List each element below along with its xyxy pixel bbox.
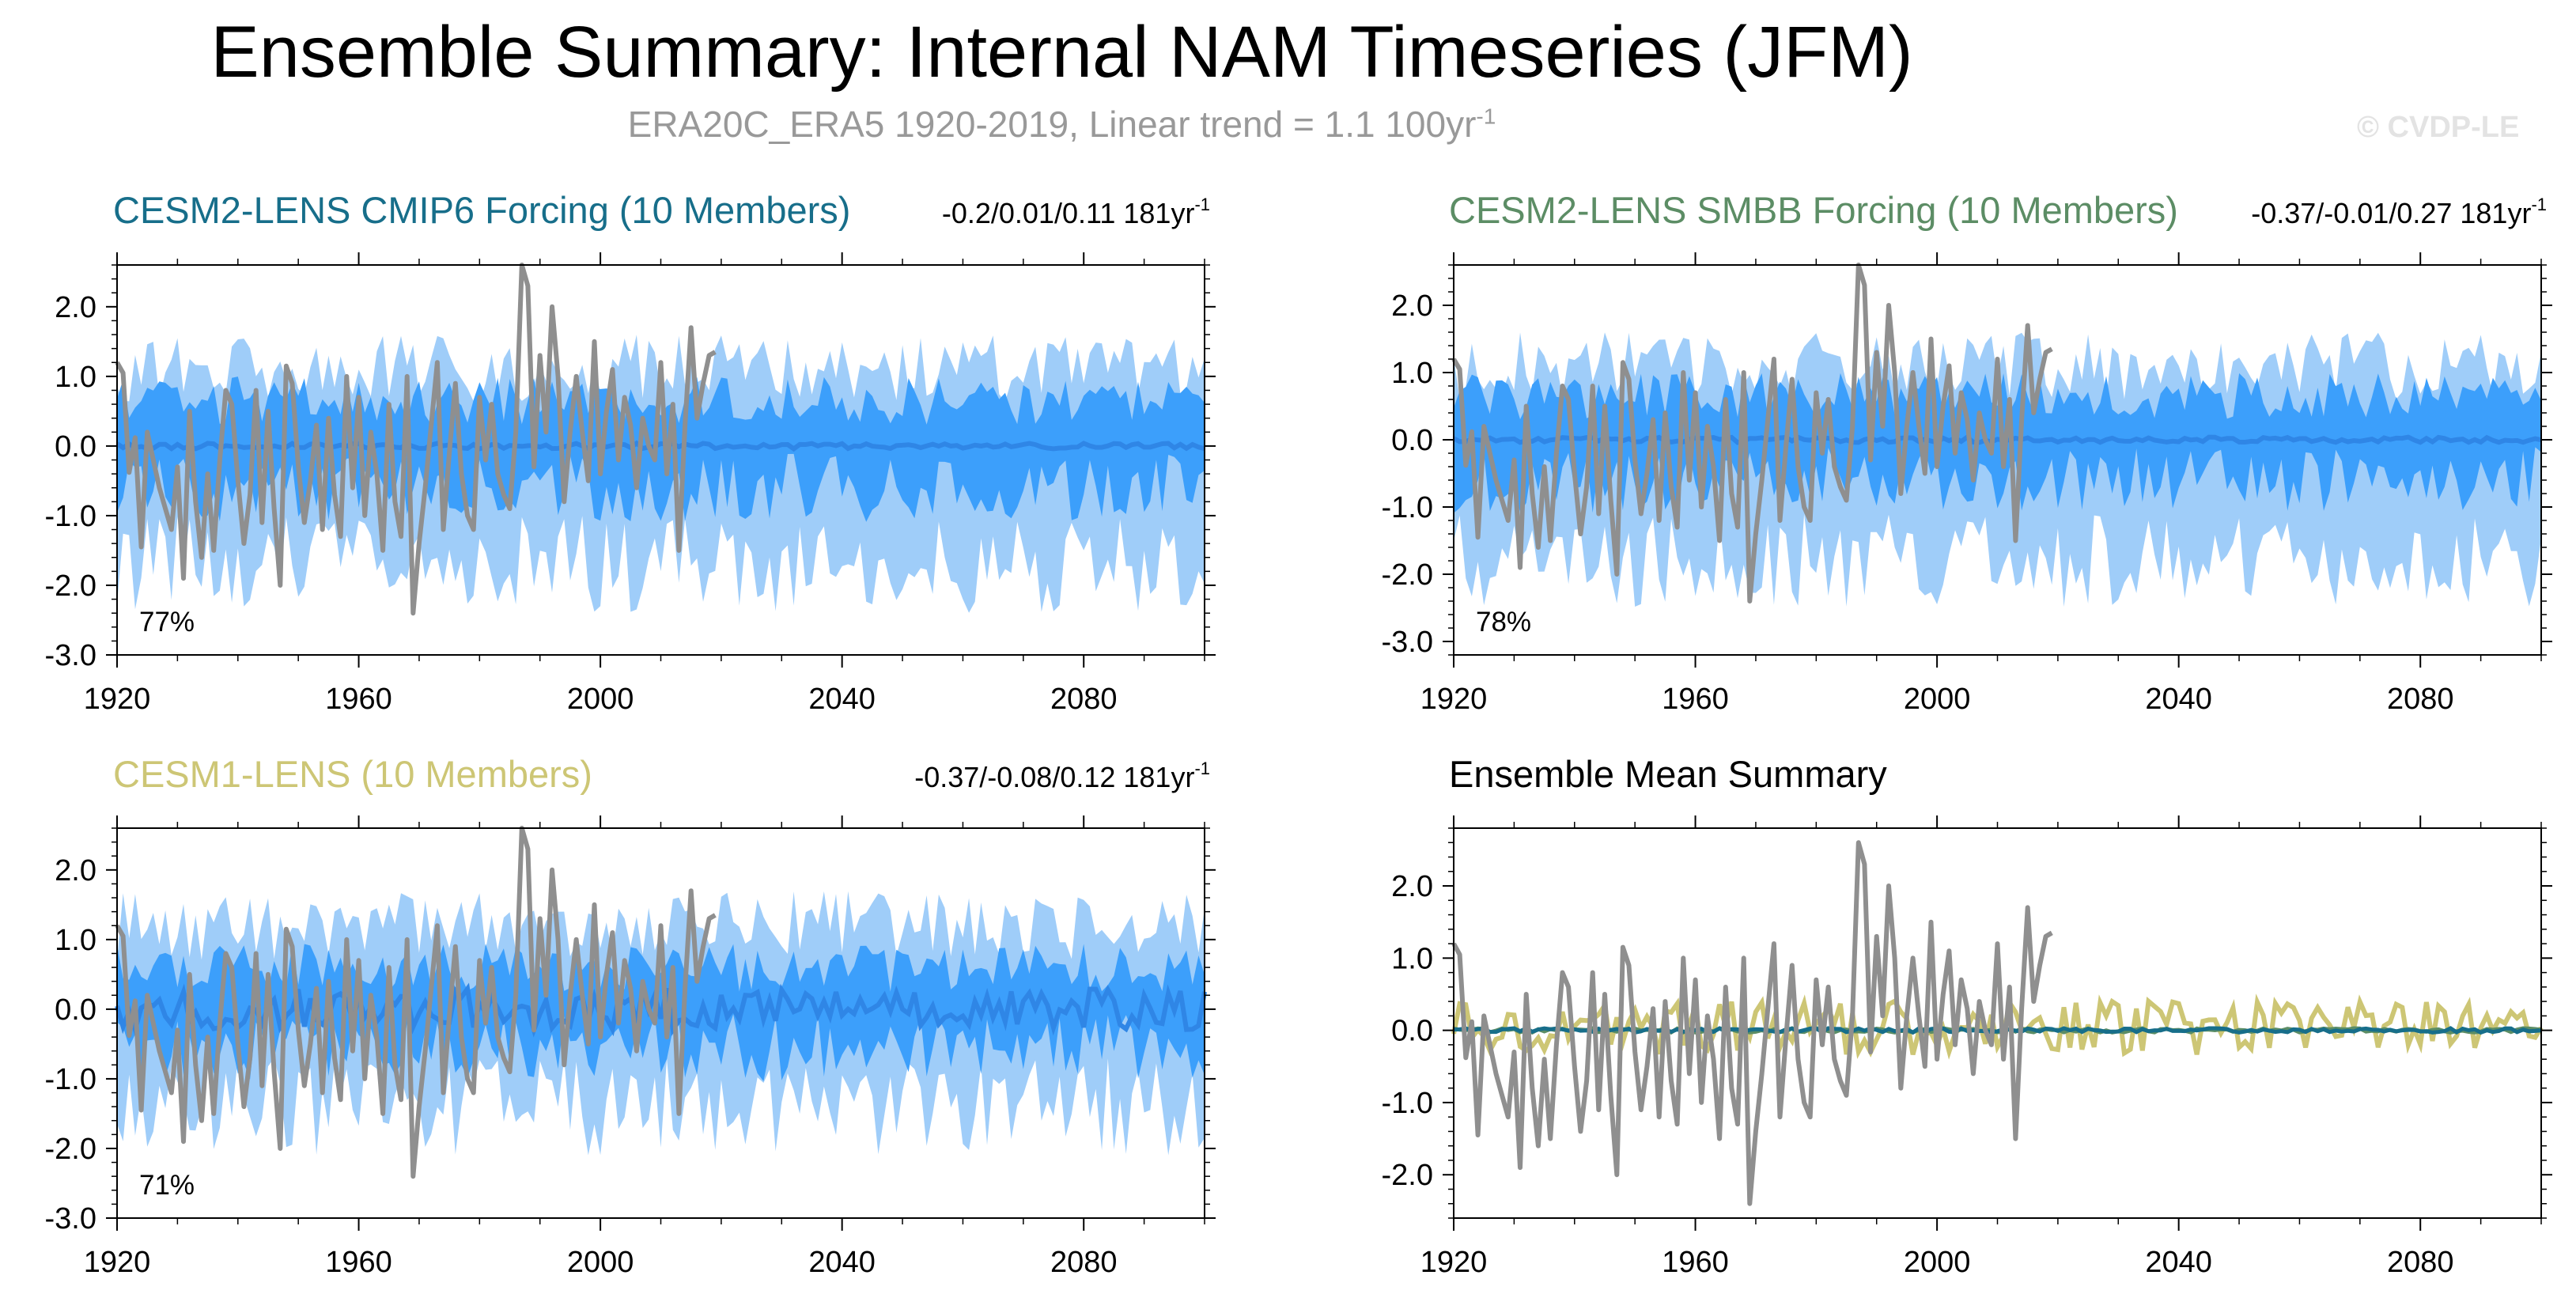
panel-stats-exponent: -1 <box>1194 759 1210 778</box>
y-tick-label: -1.0 <box>45 1063 96 1096</box>
observed-nam-line <box>1451 840 2053 1206</box>
x-tick-label: 2040 <box>2145 1246 2212 1279</box>
y-tick-label: 0.0 <box>1391 1015 1433 1048</box>
ensemble-mean-line <box>115 982 1207 1038</box>
panel-ensemble-mean-summary: Ensemble Mean Summary -2.0 -1.0 0.0 1.0 2.0 19… <box>1382 753 2552 1279</box>
x-tick-label: 2000 <box>1904 683 1971 716</box>
panel-percent-label: 77% <box>139 607 195 638</box>
figure-title: Ensemble Summary: Internal NAM Timeserie… <box>210 12 1913 93</box>
y-tick-label: 0.0 <box>1391 424 1433 457</box>
cvdp-watermark: © CVDP-LE <box>2357 111 2520 144</box>
observed-nam-line <box>1451 263 2053 604</box>
y-tick-label: -2.0 <box>1382 1159 1433 1192</box>
x-tick-label: 1960 <box>325 1246 392 1279</box>
y-tick-label: -1.0 <box>1382 1087 1433 1120</box>
x-tick-label: 1920 <box>84 1246 151 1279</box>
plot-area <box>115 826 1207 1179</box>
x-tick-label: 2080 <box>1050 1246 1118 1279</box>
y-tick-label: -3.0 <box>45 639 96 672</box>
x-tick-label: 2080 <box>1050 683 1118 716</box>
panel-title: CESM2-LENS CMIP6 Forcing (10 Members) <box>113 189 850 231</box>
panel-percent-label: 71% <box>139 1170 195 1201</box>
x-tick-label: 1920 <box>84 683 151 716</box>
subtitle-text: ERA20C_ERA5 1920-2019, Linear trend = 1.… <box>627 104 1477 145</box>
x-tick-label: 1960 <box>1662 683 1729 716</box>
x-tick-label: 2040 <box>808 683 876 716</box>
y-tick-label: 2.0 <box>55 291 96 324</box>
panel-percent-label: 78% <box>1476 607 1531 638</box>
panel-stats-exponent: -1 <box>1194 195 1210 214</box>
y-tick-label: -1.0 <box>45 500 96 533</box>
panel-stats: -0.37/-0.08/0.12 181yr-1 <box>914 759 1210 793</box>
y-tick-label: 0.0 <box>55 993 96 1027</box>
y-tick-label: 1.0 <box>55 924 96 957</box>
panel-stats: -0.2/0.01/0.11 181yr-1 <box>942 195 1210 229</box>
y-tick-label: -2.0 <box>45 1133 96 1166</box>
y-tick-label: 2.0 <box>1391 870 1433 903</box>
x-tick-label: 1960 <box>1662 1246 1729 1279</box>
figure-subtitle: ERA20C_ERA5 1920-2019, Linear trend = 1.… <box>0 103 2124 146</box>
plot-area <box>1451 263 2542 607</box>
subtitle-exponent: -1 <box>1476 104 1496 129</box>
x-tick-label: 2080 <box>2387 683 2454 716</box>
y-tick-label: 1.0 <box>55 361 96 394</box>
plot-area <box>1451 840 2544 1206</box>
y-tick-label: 2.0 <box>1391 289 1433 323</box>
panel-cesm2-cmip6: CESM2-LENS CMIP6 Forcing (10 Members) -0.… <box>45 189 1216 716</box>
x-tick-label: 2000 <box>1904 1246 1971 1279</box>
x-tick-label: 2000 <box>567 683 634 716</box>
y-tick-label: -2.0 <box>45 569 96 603</box>
panel-cesm1: CESM1-LENS (10 Members) -0.37/-0.08/0.12 … <box>45 753 1216 1279</box>
x-tick-label: 2040 <box>808 1246 876 1279</box>
y-tick-label: 1.0 <box>1391 357 1433 390</box>
x-tick-label: 2080 <box>2387 1246 2454 1279</box>
y-tick-label: 0.0 <box>55 430 96 464</box>
panel-title: CESM1-LENS (10 Members) <box>113 753 592 795</box>
observed-nam-line <box>115 263 717 616</box>
x-tick-label: 1960 <box>325 683 392 716</box>
y-tick-label: -1.0 <box>1382 491 1433 524</box>
observed-nam-line <box>115 826 717 1179</box>
x-tick-label: 2000 <box>567 1246 634 1279</box>
y-tick-label: -3.0 <box>45 1202 96 1235</box>
x-tick-label: 1920 <box>1420 1246 1488 1279</box>
panel-cesm2-smbb: CESM2-LENS SMBB Forcing (10 Members) -0.3… <box>1382 189 2552 716</box>
panel-stats: -0.37/-0.01/0.27 181yr-1 <box>2251 195 2547 229</box>
x-tick-label: 2040 <box>2145 683 2212 716</box>
y-tick-label: 1.0 <box>1391 942 1433 975</box>
plot-area <box>115 263 1205 616</box>
panel-title: CESM2-LENS SMBB Forcing (10 Members) <box>1449 189 2178 231</box>
y-tick-label: -2.0 <box>1382 558 1433 592</box>
y-tick-label: 2.0 <box>55 854 96 887</box>
y-tick-label: -3.0 <box>1382 626 1433 659</box>
cesm1-ensemble-mean-line <box>1451 993 2544 1060</box>
panel-stats-exponent: -1 <box>2531 195 2547 214</box>
x-tick-label: 1920 <box>1420 683 1488 716</box>
panel-title: Ensemble Mean Summary <box>1449 753 1887 795</box>
